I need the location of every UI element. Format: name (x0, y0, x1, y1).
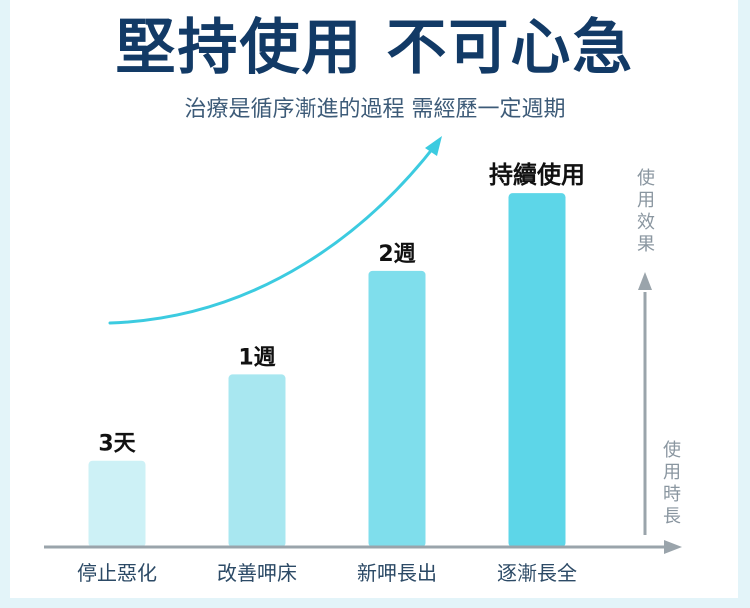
data-label-3: 2週 (378, 242, 415, 267)
x-axis-label: 使用時長 (663, 440, 681, 527)
page-title: 堅持使用 不可心急 (115, 13, 635, 83)
x-axis-arrow (664, 540, 682, 554)
y-axis-label: 使用效果 (637, 168, 655, 255)
bar-2 (228, 374, 286, 547)
page-subtitle: 治療是循序漸進的過程 需經歷一定週期 (184, 97, 566, 122)
bar-1 (88, 460, 146, 547)
data-label-2: 1週 (238, 345, 275, 370)
data-label-1: 3天 (98, 432, 136, 457)
category-label-4: 逐漸長全 (497, 561, 577, 585)
axes-group (44, 136, 682, 554)
trend-arrow-head (425, 136, 442, 156)
bars-group (88, 193, 566, 548)
y-axis-arrow (638, 272, 652, 290)
bar-3 (368, 270, 426, 547)
bar-4 (508, 193, 566, 548)
category-label-3: 新呷長出 (357, 561, 437, 585)
category-label-1: 停止惡化 (77, 561, 157, 585)
trend-curve (108, 141, 439, 325)
data-label-4: 持續使用 (489, 161, 585, 189)
category-label-2: 改善呷床 (217, 561, 297, 585)
